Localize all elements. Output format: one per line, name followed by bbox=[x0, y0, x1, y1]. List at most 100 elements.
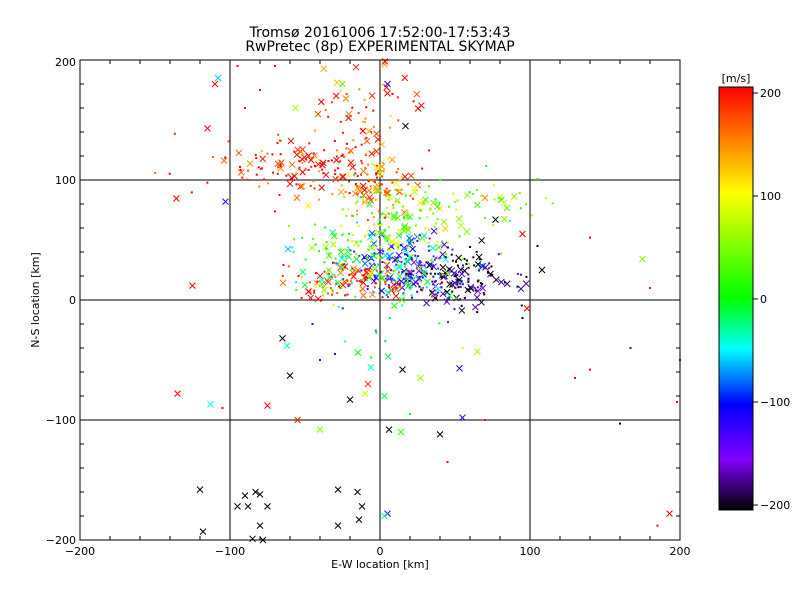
data-point-dot bbox=[428, 149, 431, 152]
data-point-dot bbox=[312, 152, 315, 155]
data-point-dot bbox=[436, 240, 439, 243]
data-point-dot bbox=[301, 236, 304, 239]
data-point-dot bbox=[516, 285, 519, 288]
data-point-dot bbox=[408, 226, 411, 229]
data-point-dot bbox=[407, 227, 410, 230]
data-point-dot bbox=[304, 258, 307, 261]
data-point-cross bbox=[284, 245, 292, 253]
data-point-dot bbox=[340, 155, 343, 158]
data-point-cross bbox=[394, 197, 401, 204]
data-point-cross bbox=[383, 189, 390, 197]
data-point-dot bbox=[416, 239, 419, 242]
data-point-dot bbox=[408, 255, 411, 258]
data-point-cross bbox=[314, 295, 322, 303]
data-point-dot bbox=[279, 165, 282, 168]
data-point-dot bbox=[323, 149, 326, 152]
data-point-cross bbox=[400, 244, 408, 252]
data-point-cross bbox=[352, 63, 360, 71]
data-point-dot bbox=[385, 277, 388, 280]
data-point-dot bbox=[364, 278, 367, 281]
data-point-dot bbox=[314, 272, 317, 275]
data-point-cross bbox=[381, 512, 388, 520]
data-point-dot bbox=[418, 260, 421, 263]
data-point-dot bbox=[340, 287, 343, 290]
data-point-dot bbox=[364, 117, 367, 120]
data-point-dot bbox=[398, 282, 401, 285]
data-point-dot bbox=[428, 237, 431, 240]
data-point-dot bbox=[437, 267, 440, 270]
data-point-dot bbox=[399, 233, 402, 236]
data-point-dot bbox=[354, 182, 357, 185]
data-point-dot bbox=[343, 195, 346, 198]
data-point-dot bbox=[339, 248, 342, 251]
data-point-dot bbox=[364, 275, 367, 278]
data-point-dot bbox=[376, 274, 379, 277]
data-point-dot bbox=[304, 167, 307, 170]
data-point-cross bbox=[500, 215, 508, 223]
data-point-cross bbox=[399, 366, 406, 373]
data-point-dot bbox=[313, 165, 316, 168]
data-point-cross bbox=[367, 363, 375, 371]
data-point-dot bbox=[411, 296, 414, 299]
data-point-dot bbox=[427, 228, 430, 231]
data-point-dot bbox=[347, 239, 350, 242]
data-point-cross bbox=[424, 278, 431, 286]
data-point-dot bbox=[246, 178, 249, 181]
data-point-cross bbox=[475, 253, 483, 261]
colorbar-unit-label: [m/s] bbox=[722, 72, 751, 85]
data-point-dot bbox=[379, 245, 382, 248]
data-point-dot bbox=[409, 275, 412, 278]
data-point-dot bbox=[373, 223, 376, 226]
data-point-dot bbox=[323, 261, 326, 264]
data-point-cross bbox=[320, 65, 328, 72]
data-point-cross bbox=[381, 61, 389, 68]
data-point-dot bbox=[362, 275, 365, 278]
data-point-dot bbox=[397, 271, 400, 274]
data-point-dot bbox=[327, 159, 330, 162]
data-point-cross bbox=[379, 274, 386, 282]
data-point-dot bbox=[347, 283, 350, 286]
data-point-dot bbox=[331, 293, 334, 296]
data-point-dot bbox=[356, 221, 359, 224]
data-point-dot bbox=[316, 280, 319, 283]
data-point-dot bbox=[331, 193, 334, 196]
data-point-dot bbox=[366, 285, 369, 288]
data-point-dot bbox=[375, 173, 378, 176]
data-point-dot bbox=[474, 289, 477, 292]
data-point-dot bbox=[364, 152, 367, 155]
data-point-dot bbox=[358, 88, 361, 91]
data-point-dot bbox=[341, 307, 344, 310]
data-point-cross bbox=[234, 503, 241, 510]
colorbar-tick-label: 100 bbox=[760, 190, 781, 203]
data-point-cross bbox=[425, 261, 433, 269]
data-point-dot bbox=[521, 317, 524, 319]
data-point-dot bbox=[439, 274, 442, 277]
data-point-dot bbox=[417, 255, 420, 258]
data-point-cross bbox=[391, 256, 399, 264]
data-point-dot bbox=[340, 224, 343, 227]
data-point-dot bbox=[384, 190, 387, 193]
data-point-dot bbox=[456, 199, 459, 202]
data-point-dot bbox=[409, 270, 412, 273]
data-point-dot bbox=[272, 171, 275, 174]
data-point-cross bbox=[220, 157, 228, 164]
data-point-dot bbox=[345, 255, 348, 258]
data-point-cross bbox=[392, 292, 400, 300]
data-point-cross bbox=[422, 196, 429, 204]
data-point-cross bbox=[410, 259, 418, 266]
data-point-dot bbox=[385, 263, 388, 266]
data-point-dot bbox=[446, 461, 449, 463]
data-point-cross bbox=[329, 241, 337, 249]
data-point-cross bbox=[314, 110, 322, 118]
data-point-dot bbox=[407, 254, 410, 257]
data-point-dot bbox=[379, 170, 382, 173]
data-point-dot bbox=[347, 171, 350, 174]
data-point-dot bbox=[356, 185, 359, 188]
data-point-dot bbox=[430, 258, 433, 261]
data-point-dot bbox=[336, 167, 339, 170]
data-point-cross bbox=[395, 251, 403, 259]
data-point-cross bbox=[400, 224, 408, 231]
data-point-dot bbox=[377, 222, 380, 225]
data-point-cross bbox=[361, 390, 369, 397]
data-point-dot bbox=[429, 208, 432, 211]
